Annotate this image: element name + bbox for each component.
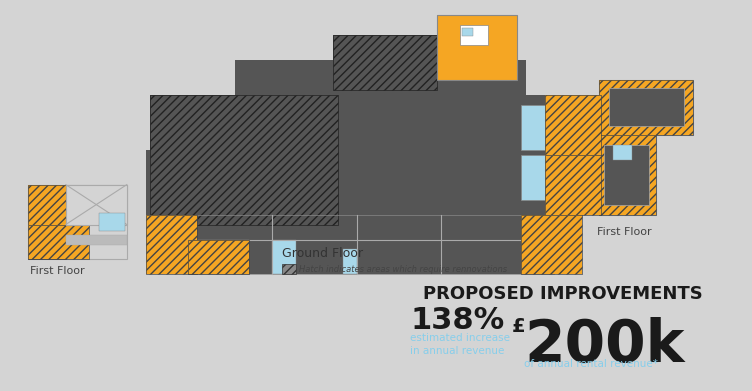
Text: Hatch indicates areas which require rennovations: Hatch indicates areas which require renn… <box>299 265 507 274</box>
Bar <box>150 95 544 215</box>
Bar <box>437 15 517 80</box>
Bar <box>599 135 656 215</box>
Bar <box>599 80 693 135</box>
Bar <box>521 105 550 150</box>
Bar <box>150 95 338 224</box>
Bar <box>28 224 89 260</box>
Text: PROPOSED IMPROVEMENTS: PROPOSED IMPROVEMENTS <box>423 285 702 303</box>
Bar <box>437 15 517 80</box>
Text: estimated increase
in annual revenue: estimated increase in annual revenue <box>411 333 511 356</box>
Bar <box>188 240 249 274</box>
Bar <box>333 35 437 90</box>
Bar <box>28 185 65 260</box>
Bar <box>65 235 127 244</box>
Bar <box>188 240 249 274</box>
Bar <box>544 155 601 215</box>
Bar <box>343 249 357 274</box>
Bar <box>544 95 601 155</box>
Bar <box>608 88 684 126</box>
Bar <box>460 25 488 45</box>
Bar <box>599 135 656 215</box>
Bar <box>99 213 125 231</box>
Bar <box>188 240 249 274</box>
Bar <box>146 150 197 224</box>
Bar <box>521 155 550 199</box>
Text: £: £ <box>512 317 526 336</box>
Bar <box>28 185 127 260</box>
Text: Ground Floor: Ground Floor <box>282 248 362 260</box>
Bar <box>235 60 526 100</box>
Bar <box>521 215 582 274</box>
Bar <box>604 145 649 204</box>
Bar <box>282 264 296 274</box>
Bar <box>614 145 632 160</box>
Bar <box>146 215 197 274</box>
Bar <box>544 95 601 155</box>
Bar <box>28 185 65 260</box>
Bar <box>599 80 693 135</box>
Bar <box>521 215 582 274</box>
Bar <box>146 215 197 274</box>
Bar <box>462 28 473 36</box>
Bar <box>599 135 656 215</box>
Bar <box>272 240 296 274</box>
Bar <box>65 185 127 224</box>
Bar <box>599 80 693 135</box>
Bar <box>188 215 554 274</box>
Bar <box>333 35 437 90</box>
Bar <box>28 224 89 260</box>
Text: of annual rental revenue*: of annual rental revenue* <box>524 359 658 369</box>
Bar <box>150 95 338 224</box>
Bar <box>188 215 554 274</box>
Text: First Floor: First Floor <box>597 226 652 237</box>
Bar <box>544 155 601 215</box>
Bar <box>544 155 601 215</box>
Text: 138%: 138% <box>411 306 505 335</box>
Bar <box>544 95 601 155</box>
Text: 200k: 200k <box>524 317 684 374</box>
Text: First Floor: First Floor <box>30 266 85 276</box>
